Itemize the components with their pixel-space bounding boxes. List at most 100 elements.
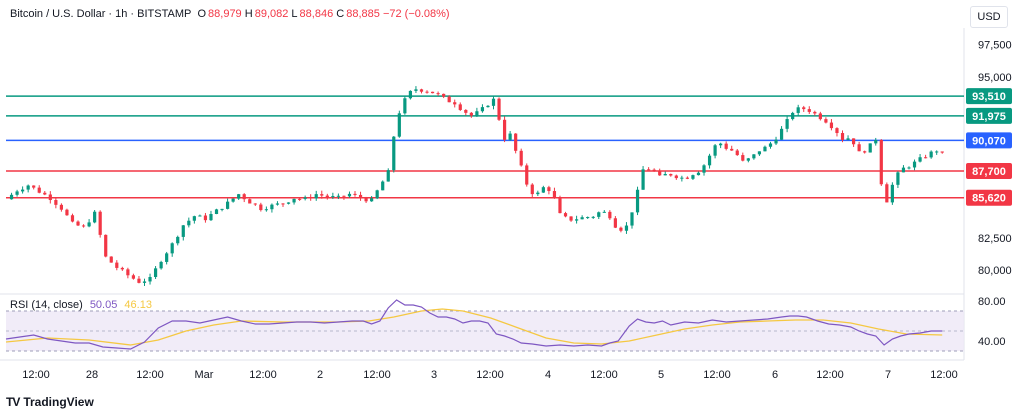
candle-up xyxy=(264,209,268,211)
time-tick-label: 12:00 xyxy=(22,369,50,381)
candle-up xyxy=(768,143,773,147)
candle-down xyxy=(569,216,573,221)
tradingview-brand: TradingView xyxy=(23,395,94,409)
time-tick-label: 12:00 xyxy=(703,369,731,381)
candle-up xyxy=(153,268,158,278)
candle-down xyxy=(530,184,534,195)
candle-down xyxy=(425,91,429,93)
candle-up xyxy=(796,107,800,113)
candle-down xyxy=(37,187,41,193)
candle-up xyxy=(635,189,640,213)
candle-down xyxy=(652,169,656,171)
candle-up xyxy=(896,172,900,185)
axes: 97,500 95,000 82,500 80,000 80.00 40.00 12:00 2… xyxy=(22,40,1011,381)
candle-up xyxy=(591,216,595,218)
candle-down xyxy=(741,155,745,161)
level-badge xyxy=(966,162,1012,179)
candle-up xyxy=(270,204,274,210)
level-label: 85,620 xyxy=(972,193,1006,205)
close-label: C xyxy=(336,8,345,20)
currency-button[interactable]: USD xyxy=(970,6,1008,28)
candle-up xyxy=(198,215,202,217)
candle-up xyxy=(874,139,878,144)
rsi-value: 50.05 xyxy=(89,299,118,311)
candle-down xyxy=(824,119,828,123)
candle-up xyxy=(397,113,401,137)
candle-down xyxy=(309,197,313,199)
candle-up xyxy=(779,128,784,140)
candle-up xyxy=(370,198,374,202)
candle-down xyxy=(32,185,36,188)
candle-up xyxy=(508,133,512,140)
candle-up xyxy=(691,175,695,179)
candle-down xyxy=(835,128,839,134)
candle-down xyxy=(436,93,440,95)
candle-up xyxy=(757,151,762,155)
candle-up xyxy=(707,155,712,166)
candle-down xyxy=(658,170,662,176)
tradingview-logo-icon: TV xyxy=(6,395,20,409)
candle-down xyxy=(59,204,63,210)
candle-up xyxy=(586,217,590,219)
candle-down xyxy=(342,195,346,197)
candle-down xyxy=(131,275,136,279)
candle-down xyxy=(547,187,551,192)
candle-up xyxy=(890,184,894,203)
rsi-series xyxy=(5,299,943,350)
candle-up xyxy=(696,172,701,176)
high-value: 89,082 xyxy=(254,8,289,20)
time-tick-label: 7 xyxy=(885,369,891,381)
level-label: 90,070 xyxy=(972,135,1006,147)
candle-down xyxy=(613,218,617,228)
candle-down xyxy=(857,144,861,152)
candle-up xyxy=(286,202,291,204)
candle-down xyxy=(619,227,623,231)
candle-down xyxy=(525,165,529,185)
candle-up xyxy=(575,219,579,221)
candle-up xyxy=(187,220,191,226)
candle-down xyxy=(70,215,75,222)
candle-up xyxy=(403,98,407,114)
candle-up xyxy=(331,196,335,198)
candle-down xyxy=(863,151,867,153)
candle-up xyxy=(192,216,196,221)
candle-up xyxy=(142,281,147,283)
candle-up xyxy=(303,197,307,199)
rsi-band xyxy=(6,310,964,352)
candle-down xyxy=(203,215,208,221)
candle-down xyxy=(879,139,883,185)
candle-up xyxy=(220,208,224,210)
candle-down xyxy=(76,221,80,226)
candle-up xyxy=(386,170,390,182)
rsi-tick-label: 40.00 xyxy=(978,336,1006,348)
candle-down xyxy=(65,209,69,216)
candle-down xyxy=(464,109,468,113)
candle-down xyxy=(813,111,817,114)
candle-down xyxy=(325,195,329,198)
candle-down xyxy=(81,225,86,227)
rsi-legend: RSI (14, close) 50.05 46.13 xyxy=(10,299,152,311)
candle-down xyxy=(851,138,856,145)
candle-down xyxy=(453,102,457,105)
candle-down xyxy=(647,169,651,171)
candle-up xyxy=(602,211,606,213)
candle-up xyxy=(209,214,213,221)
candle-down xyxy=(447,96,451,103)
candle-down xyxy=(253,203,257,205)
candle-down xyxy=(259,204,263,211)
candle-down xyxy=(724,143,728,149)
candle-up xyxy=(580,217,584,220)
candle-up xyxy=(763,146,767,152)
candle-up xyxy=(176,236,180,244)
tradingview-logo[interactable]: TV TradingView xyxy=(6,395,94,409)
time-tick-label: 5 xyxy=(658,369,664,381)
candle-up xyxy=(597,212,601,217)
grid xyxy=(0,28,965,361)
candle-up xyxy=(541,187,545,193)
candle-down xyxy=(126,269,130,276)
candle-down xyxy=(353,193,357,195)
rsi-line xyxy=(5,299,943,350)
candle-down xyxy=(730,148,734,151)
candle-down xyxy=(802,107,806,110)
